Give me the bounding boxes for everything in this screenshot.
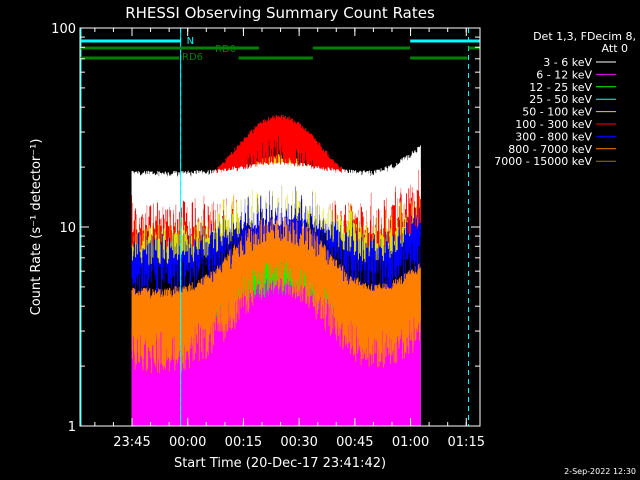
rd0-label: RD0 [215, 44, 236, 55]
x-axis-label: Start Time (20-Dec-17 23:41:42) [174, 456, 386, 471]
x-tick-label: 01:15 [448, 435, 485, 450]
legend-label: 50 - 100 keV [522, 106, 592, 119]
series-6-12keV-trace [131, 278, 421, 426]
legend-label: 100 - 300 keV [515, 118, 592, 131]
legend-label: 3 - 6 keV [543, 56, 592, 69]
x-tick-label: 00:30 [280, 435, 317, 450]
x-tick-label: 00:00 [169, 435, 206, 450]
y-axis-label: Count Rate (s⁻¹ detector⁻¹) [29, 139, 44, 316]
data-layer [131, 114, 421, 426]
axis-layer: 23:45 00:00 00:15 00:30 00:45 01:00 01:15 1 10 10… [51, 22, 485, 450]
night-label: N [187, 36, 194, 47]
legend-label: 300 - 800 keV [515, 130, 592, 143]
legend-label: 12 - 25 keV [529, 81, 592, 94]
legend-label: 800 - 7000 keV [508, 143, 592, 156]
x-tick-label: 00:45 [336, 435, 373, 450]
series-800-7000keV-trace [131, 208, 421, 374]
timestamp: 2-Sep-2022 12:30 [564, 467, 636, 476]
series-3-6keV-trace [131, 145, 421, 237]
overlay-layer: N RD0 RD6 [80, 28, 481, 426]
y-tick-label: 10 [59, 221, 76, 236]
series-path-7 [131, 208, 421, 374]
legend-label: 25 - 50 keV [529, 93, 592, 106]
y-tick-label: 100 [51, 22, 76, 37]
chart-title: RHESSI Observing Summary Count Rates [125, 4, 435, 22]
x-tick-label: 00:15 [225, 435, 262, 450]
legend-label: 7000 - 15000 keV [494, 155, 592, 168]
legend-label: 6 - 12 keV [536, 68, 592, 81]
y-tick-label: 1 [68, 420, 76, 435]
legend-header-line-2: Att 0 [602, 42, 628, 55]
x-tick-label: 01:00 [392, 435, 429, 450]
series-path-1 [131, 278, 421, 426]
rd6-label: RD6 [182, 52, 203, 63]
legend-header-line-1: Det 1,3, FDecim 8, [533, 30, 636, 43]
x-tick-label: 23:45 [113, 435, 150, 450]
series-path-0 [131, 145, 421, 237]
